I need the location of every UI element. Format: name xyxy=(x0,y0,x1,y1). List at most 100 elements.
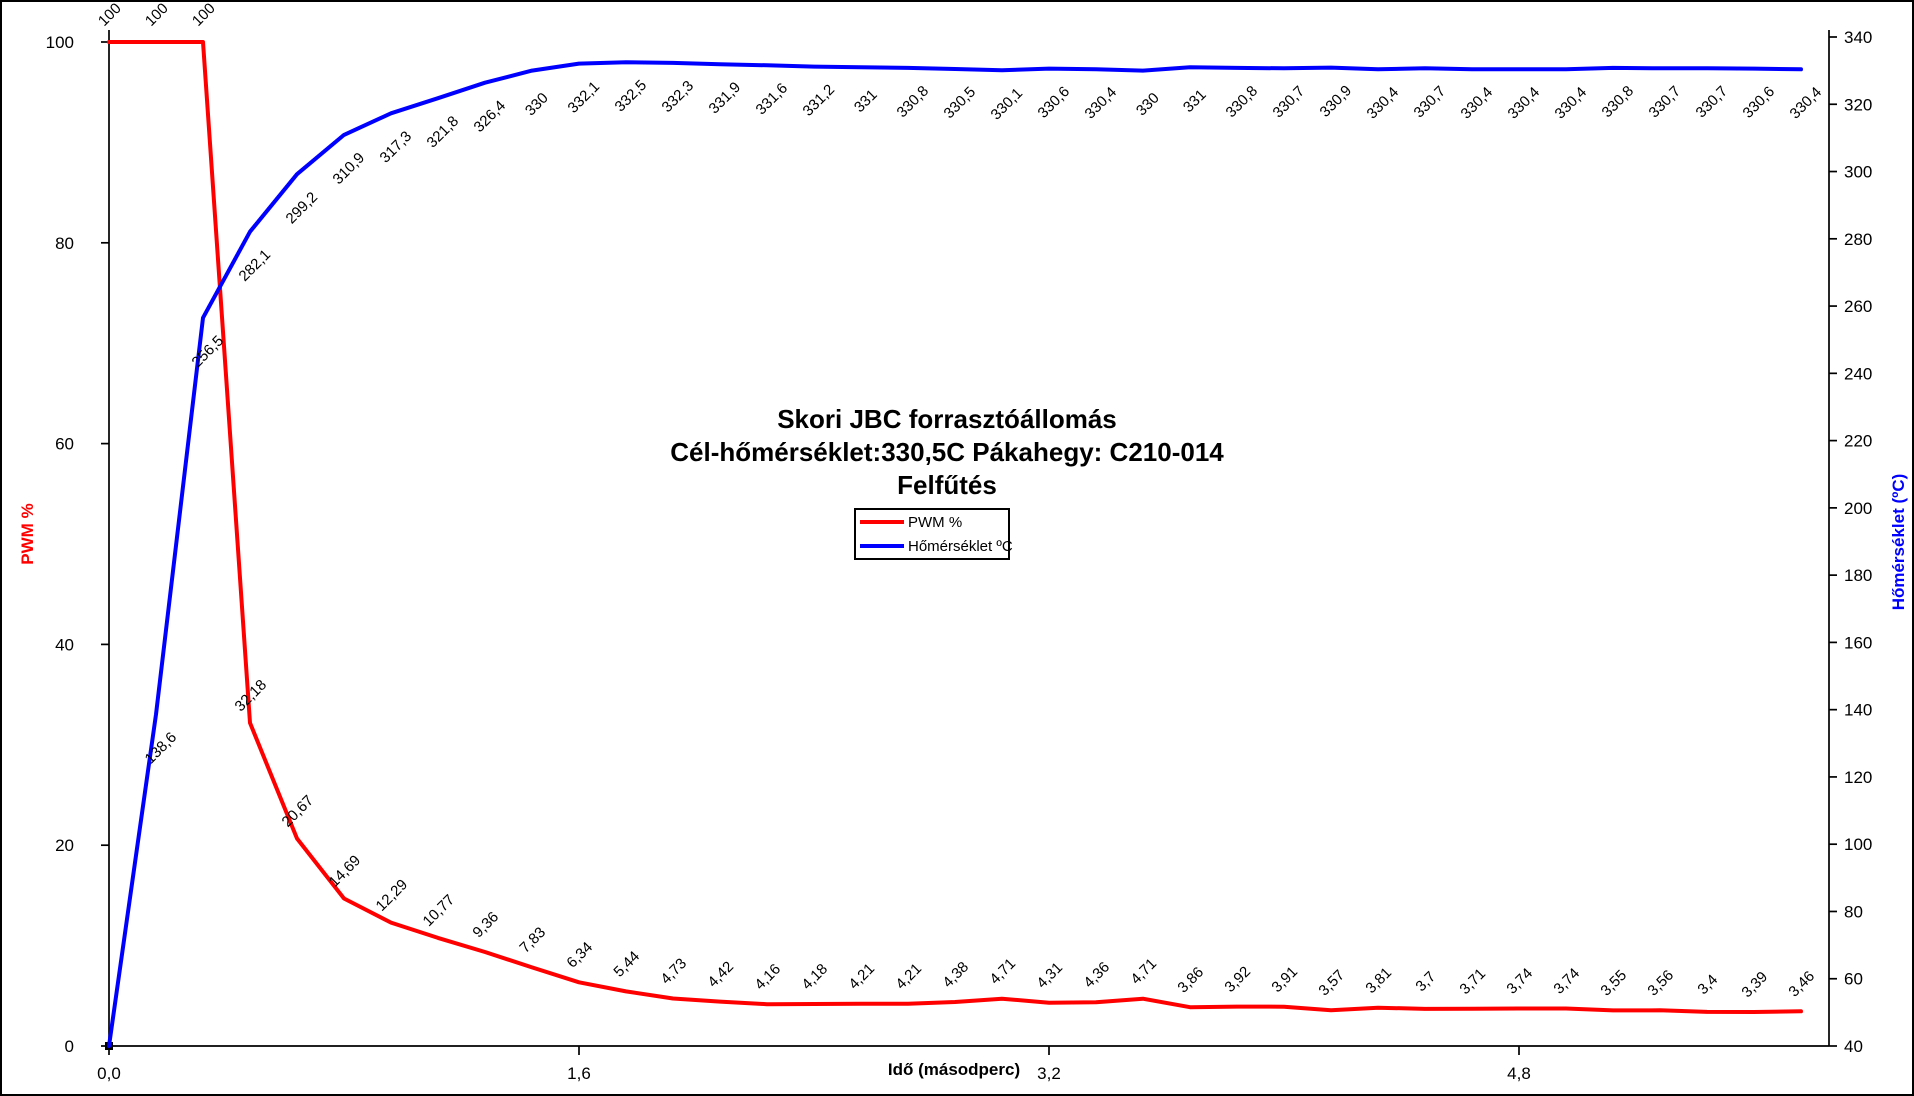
data-label-pwm: 12,29 xyxy=(373,876,412,915)
legend-label-temperature: Hőmérséklet ºC xyxy=(908,537,1013,555)
right-axis-tick-label: 260 xyxy=(1844,297,1872,316)
left-axis-tick-label: 40 xyxy=(55,635,74,654)
data-label-temperature: 332,5 xyxy=(612,77,651,116)
data-label-pwm: 3,7 xyxy=(1412,968,1439,995)
data-label-pwm: 3,91 xyxy=(1268,963,1301,996)
right-axis-tick-label: 40 xyxy=(1844,1037,1863,1056)
data-label-pwm: 100 xyxy=(95,2,125,30)
x-axis-tick-label: 4,8 xyxy=(1507,1064,1531,1083)
right-axis-tick-label: 220 xyxy=(1844,432,1872,451)
data-label-temperature: 310,9 xyxy=(330,149,369,188)
series-line-temperature xyxy=(107,60,1803,1048)
left-axis-tick-label: 80 xyxy=(55,234,74,253)
data-label-temperature: 330,9 xyxy=(1317,82,1356,121)
legend-line-sample-temperature xyxy=(860,544,904,548)
legend-item-temperature: Hőmérséklet ºC xyxy=(856,538,1013,555)
data-label-pwm: 4,71 xyxy=(1127,955,1160,988)
data-label-temperature: 330,6 xyxy=(1035,83,1074,122)
data-label-pwm: 4,16 xyxy=(751,961,784,994)
data-label-pwm: 3,46 xyxy=(1785,968,1818,1001)
data-label-pwm: 4,36 xyxy=(1080,959,1113,992)
right-axis-tick-label: 80 xyxy=(1844,902,1863,921)
x-axis-tick-label: 1,6 xyxy=(567,1064,591,1083)
data-label-temperature: 330,8 xyxy=(894,82,933,121)
left-axis-tick-label: 100 xyxy=(46,33,74,52)
data-label-pwm: 3,71 xyxy=(1456,965,1489,998)
data-label-temperature: 330,7 xyxy=(1693,83,1732,122)
left-axis-title: PWM % xyxy=(18,503,37,565)
data-label-temperature: 331 xyxy=(851,86,881,116)
legend-label-pwm: PWM % xyxy=(908,513,963,531)
data-label-pwm: 4,31 xyxy=(1033,959,1066,992)
data-label-temperature: 330,1 xyxy=(988,85,1027,124)
data-label-pwm: 3,55 xyxy=(1597,967,1630,1000)
data-label-pwm: 4,38 xyxy=(939,959,972,992)
chart-title-line-2: Cél-hőmérséklet:330,5C Pákahegy: C210-01… xyxy=(670,437,1224,467)
data-label-pwm: 3,92 xyxy=(1221,963,1254,996)
data-label-temperature: 331,6 xyxy=(753,80,792,119)
left-axis-tick-label: 0 xyxy=(65,1037,74,1056)
data-label-temperature: 332,1 xyxy=(565,78,604,117)
data-label-pwm: 100 xyxy=(189,2,219,30)
data-label-temperature: 330 xyxy=(522,90,552,120)
data-label-pwm: 3,56 xyxy=(1644,967,1677,1000)
right-axis-tick-label: 240 xyxy=(1844,364,1872,383)
data-label-temperature: 317,3 xyxy=(377,128,416,167)
chart-title-line-1: Skori JBC forrasztóállomás xyxy=(777,404,1117,434)
data-label-temperature: 332,3 xyxy=(659,77,698,116)
right-axis-tick-label: 120 xyxy=(1844,768,1872,787)
data-label-pwm: 7,83 xyxy=(516,924,549,957)
right-axis-tick-label: 100 xyxy=(1844,835,1872,854)
legend-item-pwm: PWM % xyxy=(856,514,1008,531)
data-label-pwm: 14,69 xyxy=(326,852,365,891)
data-label-temperature: 330,4 xyxy=(1505,84,1544,123)
data-label-pwm: 4,21 xyxy=(892,960,925,993)
right-axis-tick-label: 280 xyxy=(1844,230,1872,249)
right-axis-tick-label: 340 xyxy=(1844,28,1872,47)
data-label-pwm: 4,42 xyxy=(704,958,737,991)
data-label-temperature: 330,4 xyxy=(1082,84,1121,123)
data-label-temperature: 331,9 xyxy=(706,79,745,118)
data-label-pwm: 4,18 xyxy=(798,961,831,994)
data-label-pwm: 6,34 xyxy=(563,939,596,972)
left-axis-tick-label: 20 xyxy=(55,836,74,855)
data-label-temperature: 282,1 xyxy=(236,246,275,285)
data-label-temperature: 331 xyxy=(1180,86,1210,116)
data-label-pwm: 4,71 xyxy=(986,955,1019,988)
data-label-temperature: 330,7 xyxy=(1646,83,1685,122)
data-label-temperature: 326,4 xyxy=(471,97,510,136)
data-label-temperature: 330,5 xyxy=(941,83,980,122)
series-line-pwm xyxy=(107,40,1803,1014)
data-label-pwm: 3,81 xyxy=(1362,964,1395,997)
data-label-temperature: 330,6 xyxy=(1740,83,1779,122)
data-label-temperature: 256,5 xyxy=(189,332,228,371)
data-label-temperature: 331,2 xyxy=(800,81,839,120)
right-axis-tick-label: 300 xyxy=(1844,163,1872,182)
data-label-pwm: 3,4 xyxy=(1694,971,1721,998)
right-axis-tick-label: 320 xyxy=(1844,95,1872,114)
data-label-temperature: 330,4 xyxy=(1787,84,1826,123)
left-axis-tick-label: 60 xyxy=(55,435,74,454)
data-label-pwm: 3,39 xyxy=(1738,968,1771,1001)
x-axis-tick-label: 3,2 xyxy=(1037,1064,1061,1083)
right-axis-tick-label: 160 xyxy=(1844,633,1872,652)
data-label-temperature: 330,7 xyxy=(1411,83,1450,122)
data-label-pwm: 10,77 xyxy=(420,891,459,930)
data-label-temperature: 330,4 xyxy=(1552,84,1591,123)
data-label-temperature: 330,8 xyxy=(1599,82,1638,121)
data-label-pwm: 100 xyxy=(142,2,172,30)
x-axis-tick-label: 0,0 xyxy=(97,1064,121,1083)
right-axis-tick-label: 180 xyxy=(1844,566,1872,585)
data-label-temperature: 330,4 xyxy=(1364,84,1403,123)
legend: PWM % Hőmérséklet ºC xyxy=(854,508,1013,560)
data-label-pwm: 3,86 xyxy=(1174,964,1207,997)
data-label-temperature: 330,7 xyxy=(1270,83,1309,122)
right-axis-tick-label: 200 xyxy=(1844,499,1872,518)
legend-line-sample-pwm xyxy=(860,520,904,524)
right-axis-tick-label: 140 xyxy=(1844,701,1872,720)
data-label-temperature: 330,4 xyxy=(1458,84,1497,123)
data-label-pwm: 3,57 xyxy=(1315,967,1348,1000)
data-label-temperature: 321,8 xyxy=(424,113,463,152)
